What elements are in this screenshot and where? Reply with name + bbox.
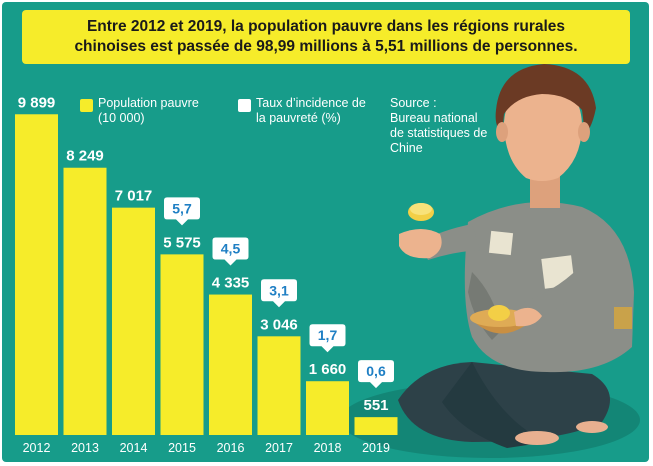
value-label-2016: 4 335 [212, 275, 250, 292]
title-line-1: Entre 2012 et 2019, la population pauvre… [86, 18, 566, 35]
bars-group [15, 114, 398, 435]
source-line-4: Chine [390, 141, 423, 155]
year-label-2017: 2017 [265, 441, 293, 455]
legend-population-line-2: (10 000) [98, 111, 145, 125]
year-label-2019: 2019 [362, 441, 390, 455]
value-label-2014: 7 017 [115, 188, 153, 205]
year-label-2018: 2018 [314, 441, 342, 455]
rate-label-2017: 3,1 [269, 282, 289, 298]
title-banner: Entre 2012 et 2019, la population pauvre… [22, 10, 630, 64]
bar-2013 [63, 167, 107, 435]
legend-rate: Taux d’incidence de la pauvreté (%) [256, 96, 366, 126]
year-label-2013: 2013 [71, 441, 99, 455]
legend-population-swatch [80, 99, 93, 112]
legend-rate-line-1: Taux d’incidence de [256, 96, 366, 110]
bar-2019 [354, 417, 398, 435]
source-line-1: Source : [390, 96, 437, 110]
legend-rate-line-2: la pauvreté (%) [256, 111, 341, 125]
year-label-2016: 2016 [217, 441, 245, 455]
legend-population: Population pauvre (10 000) [98, 96, 199, 126]
rate-callout-2015 [164, 197, 200, 226]
rate-label-2018: 1,7 [318, 327, 338, 343]
rate-callout-2018 [309, 324, 346, 353]
value-label-2019: 551 [363, 397, 388, 414]
year-label-2015: 2015 [168, 441, 196, 455]
bar-2017 [257, 336, 301, 435]
legend-population-line-1: Population pauvre [98, 96, 199, 110]
year-label-2012: 2012 [23, 441, 51, 455]
value-label-2018: 1 660 [309, 361, 347, 378]
rate-label-2019: 0,6 [366, 363, 386, 379]
source-note: Source : Bureau national de statistiques… [390, 96, 520, 156]
rate-labels-group: 5,7 4,5 3,1 1,7 0,6 [164, 197, 394, 389]
legend-rate-swatch [238, 99, 251, 112]
rate-label-2015: 5,7 [172, 200, 192, 216]
value-label-2013: 8 249 [66, 148, 104, 165]
year-labels-group: 2012 2013 2014 2015 2016 2017 2018 2019 [23, 441, 390, 455]
source-line-2: Bureau national [390, 111, 478, 125]
infographic-frame: Entre 2012 et 2019, la population pauvre… [2, 2, 649, 462]
rate-label-2016: 4,5 [221, 241, 241, 257]
value-label-2012: 9 899 [18, 94, 56, 111]
bar-2016 [209, 294, 252, 435]
bar-2012 [15, 114, 58, 435]
value-label-2015: 5 575 [163, 234, 201, 251]
rate-callout-2016 [212, 237, 249, 266]
bar-chart: 9 899 8 249 7 017 5 575 4 335 3 046 1 660 551 5… [15, 64, 640, 458]
bar-2014 [112, 207, 155, 435]
year-label-2014: 2014 [120, 441, 148, 455]
value-label-2017: 3 046 [260, 316, 298, 333]
value-labels-group: 9 899 8 249 7 017 5 575 4 335 3 046 1 660 551 [18, 94, 389, 414]
bar-2018 [306, 381, 349, 435]
person-illustration [340, 64, 640, 458]
title-line-2: chinoises est passée de 98,99 millions à… [74, 38, 578, 55]
source-line-3: de statistiques de [390, 126, 488, 140]
bar-2015 [160, 254, 204, 435]
rate-callout-2019 [358, 360, 394, 389]
rate-callout-2017 [261, 279, 297, 308]
